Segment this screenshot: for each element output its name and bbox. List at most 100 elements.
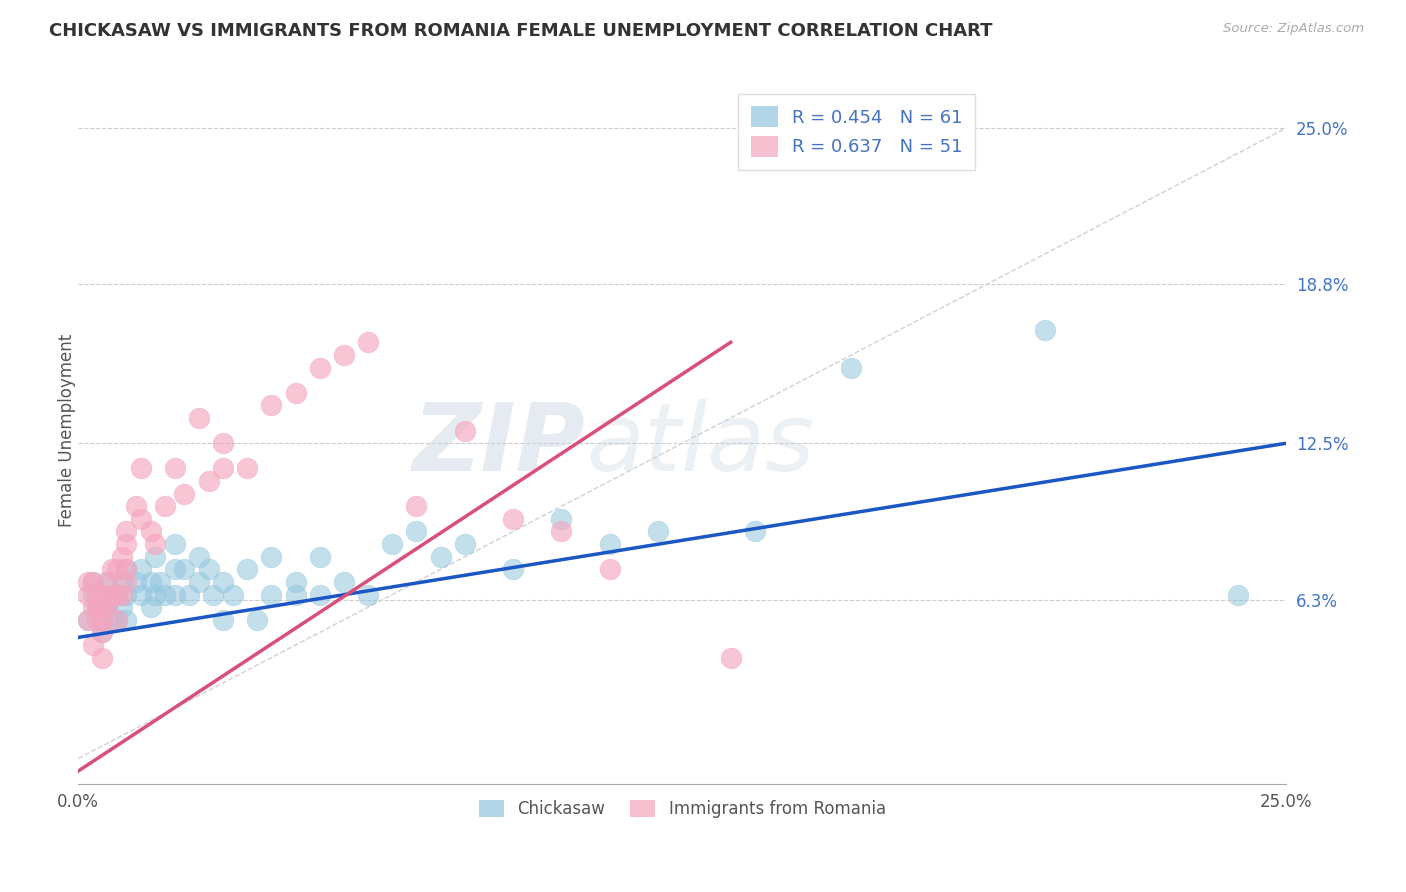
Point — [110, 574, 132, 589]
Point — [502, 512, 524, 526]
Point — [145, 537, 167, 551]
Point — [129, 461, 152, 475]
Text: ZIP: ZIP — [413, 399, 586, 491]
Point — [179, 588, 201, 602]
Point — [284, 385, 307, 400]
Point — [129, 562, 152, 576]
Point — [197, 474, 219, 488]
Point — [720, 650, 742, 665]
Point — [82, 574, 104, 589]
Point — [647, 524, 669, 539]
Point — [429, 549, 451, 564]
Point — [1227, 588, 1250, 602]
Point — [91, 625, 114, 640]
Point — [86, 600, 108, 615]
Point — [188, 549, 211, 564]
Point — [599, 562, 621, 576]
Point — [139, 574, 162, 589]
Point — [212, 461, 235, 475]
Point — [91, 613, 114, 627]
Point — [260, 549, 283, 564]
Point — [163, 537, 186, 551]
Point — [115, 574, 138, 589]
Point — [333, 348, 356, 362]
Point — [110, 600, 132, 615]
Point — [153, 500, 176, 514]
Point — [139, 524, 162, 539]
Point — [599, 537, 621, 551]
Point — [841, 360, 863, 375]
Point — [212, 574, 235, 589]
Point — [153, 588, 176, 602]
Point — [96, 600, 118, 615]
Point — [260, 398, 283, 412]
Point — [91, 625, 114, 640]
Point — [96, 574, 118, 589]
Point — [502, 562, 524, 576]
Point — [357, 588, 380, 602]
Point — [260, 588, 283, 602]
Point — [82, 600, 104, 615]
Point — [405, 500, 427, 514]
Point — [550, 524, 572, 539]
Point — [105, 613, 128, 627]
Point — [163, 588, 186, 602]
Point — [236, 562, 259, 576]
Point — [550, 512, 572, 526]
Point — [86, 600, 108, 615]
Point — [454, 537, 477, 551]
Point — [308, 360, 330, 375]
Point — [115, 588, 138, 602]
Point — [86, 588, 108, 602]
Point — [149, 574, 172, 589]
Point — [86, 613, 108, 627]
Point — [96, 600, 118, 615]
Point — [1033, 323, 1056, 337]
Point — [188, 411, 211, 425]
Point — [308, 588, 330, 602]
Point — [129, 588, 152, 602]
Point — [188, 574, 211, 589]
Y-axis label: Female Unemployment: Female Unemployment — [58, 334, 76, 527]
Point — [76, 574, 98, 589]
Point — [96, 574, 118, 589]
Point — [82, 574, 104, 589]
Point — [246, 613, 269, 627]
Point — [101, 588, 124, 602]
Point — [129, 512, 152, 526]
Point — [125, 500, 148, 514]
Point — [212, 436, 235, 450]
Point — [115, 524, 138, 539]
Point — [163, 562, 186, 576]
Point — [454, 424, 477, 438]
Legend: Chickasaw, Immigrants from Romania: Chickasaw, Immigrants from Romania — [472, 793, 893, 825]
Point — [105, 562, 128, 576]
Point — [308, 549, 330, 564]
Point — [115, 562, 138, 576]
Point — [115, 562, 138, 576]
Point — [76, 613, 98, 627]
Point — [82, 638, 104, 652]
Point — [163, 461, 186, 475]
Point — [173, 562, 195, 576]
Point — [202, 588, 225, 602]
Point — [76, 613, 98, 627]
Text: Source: ZipAtlas.com: Source: ZipAtlas.com — [1223, 22, 1364, 36]
Point — [139, 600, 162, 615]
Point — [91, 650, 114, 665]
Point — [284, 574, 307, 589]
Point — [105, 588, 128, 602]
Point — [357, 335, 380, 350]
Point — [105, 613, 128, 627]
Point — [145, 588, 167, 602]
Point — [125, 574, 148, 589]
Point — [110, 588, 132, 602]
Point — [212, 613, 235, 627]
Point — [105, 588, 128, 602]
Point — [101, 588, 124, 602]
Text: CHICKASAW VS IMMIGRANTS FROM ROMANIA FEMALE UNEMPLOYMENT CORRELATION CHART: CHICKASAW VS IMMIGRANTS FROM ROMANIA FEM… — [49, 22, 993, 40]
Point — [744, 524, 766, 539]
Point — [76, 588, 98, 602]
Point — [91, 600, 114, 615]
Point — [115, 537, 138, 551]
